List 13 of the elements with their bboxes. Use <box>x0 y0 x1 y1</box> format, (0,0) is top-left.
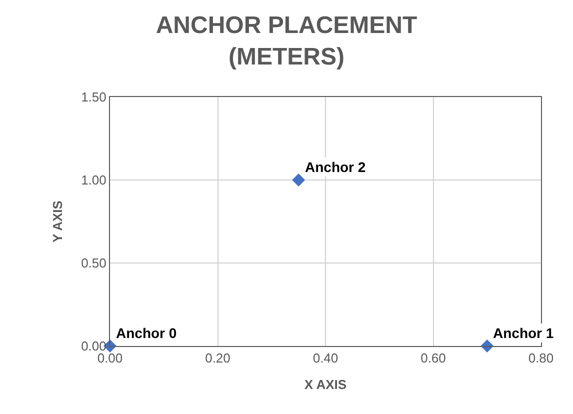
x-tick-label: 0.20 <box>205 350 230 366</box>
chart-title: ANCHOR PLACEMENT (METERS) <box>156 12 418 70</box>
x-axis-title: X AXIS <box>304 377 347 392</box>
x-tick-label: 0.40 <box>312 350 338 366</box>
y-tick-label: 0.50 <box>81 256 106 271</box>
y-axis-title: Y AXIS <box>50 200 66 242</box>
annotation: Anchor 2 <box>305 159 366 175</box>
annotation: Anchor 1 <box>493 325 554 341</box>
x-tick-label: 0.80 <box>528 350 554 366</box>
y-tick-label: 1.00 <box>81 172 106 188</box>
annotation: Anchor 0 <box>116 325 177 341</box>
x-tick-label: 0.60 <box>420 350 446 366</box>
y-tick-label: 1.50 <box>81 90 106 105</box>
